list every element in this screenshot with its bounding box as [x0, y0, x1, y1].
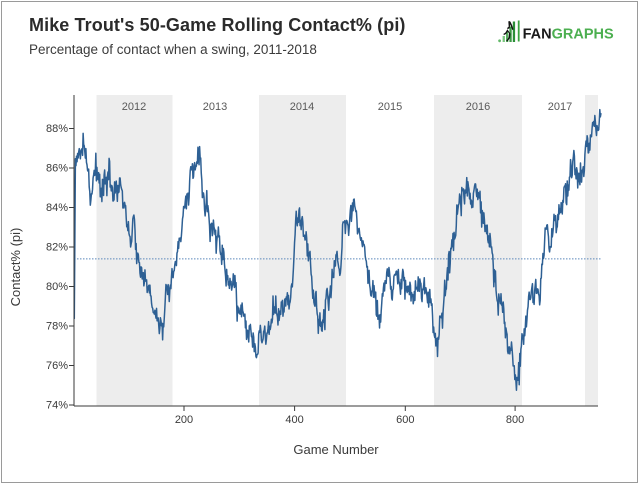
svg-text:86%: 86%: [46, 163, 68, 175]
svg-text:Game Number: Game Number: [293, 442, 379, 457]
svg-text:82%: 82%: [46, 242, 68, 254]
svg-text:800: 800: [506, 414, 524, 426]
svg-text:78%: 78%: [46, 321, 68, 333]
svg-text:84%: 84%: [46, 202, 68, 214]
svg-text:200: 200: [175, 414, 193, 426]
svg-text:Contact% (pi): Contact% (pi): [8, 228, 23, 307]
svg-text:2013: 2013: [203, 101, 227, 113]
svg-text:76%: 76%: [46, 360, 68, 372]
svg-text:2016: 2016: [466, 101, 490, 113]
svg-text:2017: 2017: [548, 101, 572, 113]
svg-text:2014: 2014: [290, 101, 314, 113]
svg-text:600: 600: [396, 414, 414, 426]
svg-text:2012: 2012: [122, 101, 146, 113]
svg-text:88%: 88%: [46, 123, 68, 135]
svg-text:2015: 2015: [378, 101, 402, 113]
svg-text:80%: 80%: [46, 281, 68, 293]
svg-text:74%: 74%: [46, 400, 68, 412]
svg-text:400: 400: [285, 414, 303, 426]
